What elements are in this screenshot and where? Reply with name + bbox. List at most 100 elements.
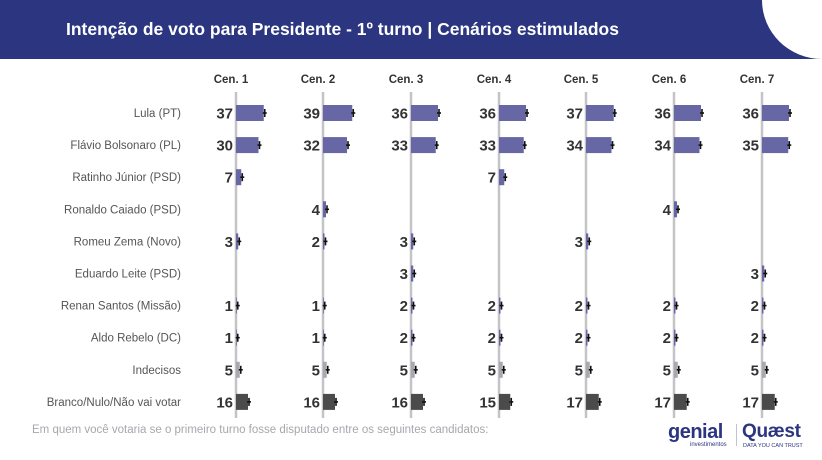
- chart-subtitle: Em quem você votaria se o primeiro turno…: [32, 424, 489, 436]
- quaest-logo-sub: DATA YOU CAN TRUST: [743, 443, 803, 449]
- data-value-label: 17: [654, 394, 671, 411]
- data-value-label: 37: [566, 106, 583, 123]
- data-value-label: 2: [575, 330, 583, 347]
- data-bar: [762, 393, 775, 410]
- data-value-label: 15: [479, 394, 496, 411]
- data-bar: [674, 201, 677, 218]
- data-bar: [411, 137, 436, 154]
- data-bar: [499, 361, 503, 378]
- data-bar: [586, 233, 589, 250]
- scenario-header: Cen. 4: [477, 74, 512, 86]
- data-bar: [586, 361, 590, 378]
- data-value-label: 1: [312, 298, 320, 315]
- data-value-label: 36: [742, 106, 759, 123]
- data-value-label: 7: [488, 170, 496, 187]
- data-value-label: 4: [312, 202, 321, 219]
- data-bar: [762, 361, 766, 378]
- data-bar: [236, 105, 264, 121]
- data-value-label: 3: [400, 234, 408, 251]
- data-bar: [499, 105, 526, 121]
- data-value-label: 3: [225, 234, 233, 251]
- data-value-label: 2: [751, 298, 759, 315]
- data-value-label: 1: [225, 330, 233, 347]
- logo-separator: [736, 424, 737, 446]
- chart-title: Intenção de voto para Presidente - 1º tu…: [66, 19, 619, 39]
- data-bar: [411, 265, 414, 282]
- genial-logo-sub: investimentos: [690, 442, 727, 448]
- data-bar: [236, 233, 239, 250]
- data-bar: [236, 361, 240, 378]
- data-bar: [323, 361, 327, 378]
- data-bar: [674, 105, 701, 121]
- data-value-label: 30: [216, 138, 233, 155]
- data-value-label: 36: [654, 106, 671, 123]
- row-label: Branco/Nulo/Não vai votar: [47, 397, 181, 409]
- data-bar: [499, 169, 505, 186]
- quaest-logo: Quæst DATA YOU CAN TRUST: [742, 421, 814, 451]
- genial-logo-word: genial: [668, 421, 723, 443]
- data-value-label: 17: [566, 394, 583, 411]
- genial-logo: genial investimentos: [668, 421, 732, 451]
- data-bar: [411, 105, 438, 121]
- data-value-label: 5: [400, 362, 408, 379]
- data-bar: [323, 137, 347, 154]
- row-label: Indecisos: [132, 365, 181, 377]
- data-bar: [762, 265, 765, 282]
- data-value-label: 5: [312, 362, 320, 379]
- data-bar: [323, 105, 353, 121]
- row-label: Ronaldo Caiado (PSD): [64, 204, 181, 216]
- data-value-label: 1: [312, 330, 320, 347]
- data-value-label: 5: [225, 362, 233, 379]
- data-value-label: 2: [400, 298, 408, 315]
- data-bar: [586, 393, 599, 410]
- scenario-header: Cen. 2: [301, 74, 336, 86]
- row-label: Flávio Bolsonaro (PL): [70, 140, 181, 152]
- data-value-label: 37: [216, 106, 233, 123]
- scenario-header: Cen. 7: [740, 74, 775, 86]
- data-value-label: 36: [479, 106, 496, 123]
- data-value-label: 2: [488, 330, 496, 347]
- data-bar: [586, 137, 612, 154]
- data-bar: [411, 233, 414, 250]
- data-value-label: 5: [575, 362, 583, 379]
- data-bar: [499, 393, 511, 410]
- data-bar: [236, 169, 242, 186]
- data-bar: [674, 137, 700, 154]
- data-value-label: 2: [575, 298, 583, 315]
- data-value-label: 2: [663, 298, 671, 315]
- row-label: Ratinho Júnior (PSD): [72, 172, 181, 184]
- data-value-label: 16: [391, 394, 408, 411]
- quaest-logo-word: Quæst: [742, 421, 801, 442]
- data-value-label: 36: [391, 106, 408, 123]
- data-bar: [236, 393, 248, 410]
- data-bar: [323, 201, 326, 218]
- scenario-header: Cen. 6: [652, 74, 687, 86]
- data-bar: [586, 105, 614, 121]
- data-bar: [674, 393, 687, 410]
- data-bar: [674, 361, 678, 378]
- data-value-label: 7: [225, 170, 233, 187]
- data-value-label: 2: [663, 330, 671, 347]
- data-value-label: 39: [303, 106, 320, 123]
- row-label: Romeu Zema (Novo): [74, 236, 182, 248]
- data-bar: [323, 393, 335, 410]
- data-value-label: 5: [663, 362, 671, 379]
- data-value-label: 1: [225, 298, 233, 315]
- data-value-label: 4: [663, 202, 672, 219]
- data-value-label: 16: [303, 394, 320, 411]
- data-value-label: 5: [488, 362, 496, 379]
- data-value-label: 33: [391, 138, 408, 155]
- scenario-header: Cen. 3: [389, 74, 424, 86]
- data-value-label: 3: [575, 234, 583, 251]
- data-value-label: 34: [566, 138, 583, 155]
- data-bar: [411, 393, 423, 410]
- data-value-label: 2: [312, 234, 320, 251]
- data-bar: [411, 361, 415, 378]
- scenario-header: Cen. 1: [214, 74, 249, 86]
- row-label: Aldo Rebelo (DC): [91, 333, 181, 345]
- data-value-label: 2: [751, 330, 759, 347]
- scenario-header: Cen. 5: [564, 74, 599, 86]
- row-label: Eduardo Leite (PSD): [75, 269, 181, 281]
- data-value-label: 33: [479, 138, 496, 155]
- data-value-label: 32: [303, 138, 320, 155]
